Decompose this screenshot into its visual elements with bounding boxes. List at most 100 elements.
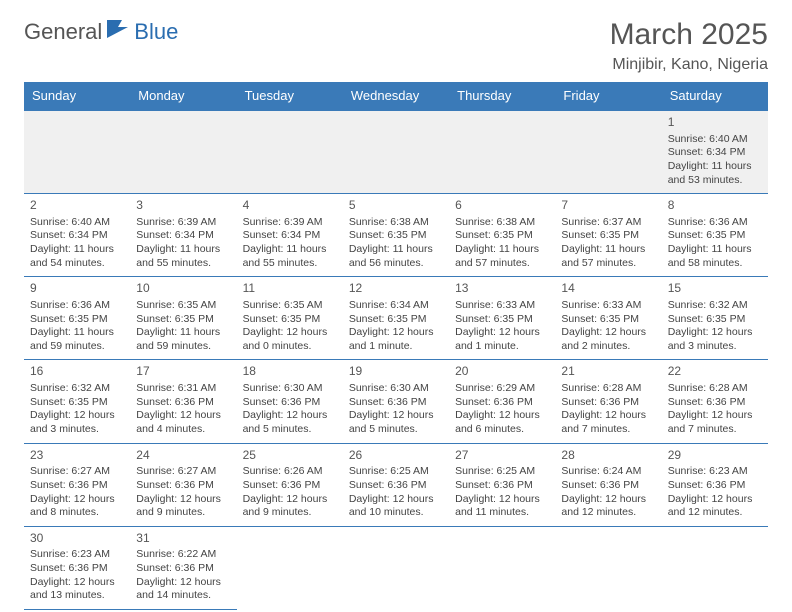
sunset-text: Sunset: 6:36 PM (136, 479, 230, 493)
daylight-text: Daylight: 11 hours and 54 minutes. (30, 243, 124, 270)
sunrise-text: Sunrise: 6:28 AM (561, 382, 655, 396)
sunset-text: Sunset: 6:35 PM (136, 313, 230, 327)
sunset-text: Sunset: 6:34 PM (668, 146, 762, 160)
title-block: March 2025 Minjibir, Kano, Nigeria (610, 18, 768, 74)
sunset-text: Sunset: 6:36 PM (136, 396, 230, 410)
calendar-cell: 21Sunrise: 6:28 AMSunset: 6:36 PMDayligh… (555, 360, 661, 443)
day-number: 11 (243, 281, 337, 297)
day-number: 12 (349, 281, 443, 297)
sunrise-text: Sunrise: 6:24 AM (561, 465, 655, 479)
calendar-cell: 31Sunrise: 6:22 AMSunset: 6:36 PMDayligh… (130, 526, 236, 609)
sunrise-text: Sunrise: 6:38 AM (349, 216, 443, 230)
day-number: 13 (455, 281, 549, 297)
daylight-text: Daylight: 12 hours and 2 minutes. (561, 326, 655, 353)
calendar-cell: 30Sunrise: 6:23 AMSunset: 6:36 PMDayligh… (24, 526, 130, 609)
day-number: 2 (30, 198, 124, 214)
calendar-cell: 6Sunrise: 6:38 AMSunset: 6:35 PMDaylight… (449, 194, 555, 277)
daylight-text: Daylight: 12 hours and 7 minutes. (561, 409, 655, 436)
calendar-cell: 29Sunrise: 6:23 AMSunset: 6:36 PMDayligh… (662, 443, 768, 526)
calendar-cell: 27Sunrise: 6:25 AMSunset: 6:36 PMDayligh… (449, 443, 555, 526)
calendar-row: 23Sunrise: 6:27 AMSunset: 6:36 PMDayligh… (24, 443, 768, 526)
day-number: 10 (136, 281, 230, 297)
sunrise-text: Sunrise: 6:23 AM (668, 465, 762, 479)
sunset-text: Sunset: 6:36 PM (561, 479, 655, 493)
sunset-text: Sunset: 6:34 PM (136, 229, 230, 243)
sunrise-text: Sunrise: 6:40 AM (30, 216, 124, 230)
sunset-text: Sunset: 6:36 PM (136, 562, 230, 576)
weekday-header: Tuesday (237, 82, 343, 110)
day-number: 18 (243, 364, 337, 380)
sunrise-text: Sunrise: 6:33 AM (561, 299, 655, 313)
sunset-text: Sunset: 6:36 PM (30, 562, 124, 576)
sunrise-text: Sunrise: 6:39 AM (136, 216, 230, 230)
sunrise-text: Sunrise: 6:32 AM (30, 382, 124, 396)
day-number: 16 (30, 364, 124, 380)
sunrise-text: Sunrise: 6:31 AM (136, 382, 230, 396)
day-number: 27 (455, 448, 549, 464)
location-text: Minjibir, Kano, Nigeria (610, 56, 768, 74)
calendar-cell: 24Sunrise: 6:27 AMSunset: 6:36 PMDayligh… (130, 443, 236, 526)
weekday-header: Friday (555, 82, 661, 110)
day-number: 24 (136, 448, 230, 464)
daylight-text: Daylight: 11 hours and 55 minutes. (243, 243, 337, 270)
calendar-row: 30Sunrise: 6:23 AMSunset: 6:36 PMDayligh… (24, 526, 768, 609)
sunset-text: Sunset: 6:35 PM (668, 313, 762, 327)
daylight-text: Daylight: 11 hours and 57 minutes. (455, 243, 549, 270)
sunrise-text: Sunrise: 6:38 AM (455, 216, 549, 230)
calendar-cell: 12Sunrise: 6:34 AMSunset: 6:35 PMDayligh… (343, 277, 449, 360)
daylight-text: Daylight: 11 hours and 59 minutes. (30, 326, 124, 353)
sunset-text: Sunset: 6:35 PM (30, 396, 124, 410)
daylight-text: Daylight: 12 hours and 12 minutes. (668, 493, 762, 520)
flag-icon (106, 18, 132, 45)
calendar-cell (343, 526, 449, 609)
day-number: 4 (243, 198, 337, 214)
calendar-table: Sunday Monday Tuesday Wednesday Thursday… (24, 82, 768, 610)
calendar-cell (343, 110, 449, 194)
calendar-cell: 16Sunrise: 6:32 AMSunset: 6:35 PMDayligh… (24, 360, 130, 443)
weekday-header-row: Sunday Monday Tuesday Wednesday Thursday… (24, 82, 768, 110)
calendar-cell: 5Sunrise: 6:38 AMSunset: 6:35 PMDaylight… (343, 194, 449, 277)
calendar-cell: 20Sunrise: 6:29 AMSunset: 6:36 PMDayligh… (449, 360, 555, 443)
daylight-text: Daylight: 11 hours and 57 minutes. (561, 243, 655, 270)
sunrise-text: Sunrise: 6:27 AM (30, 465, 124, 479)
weekday-header: Sunday (24, 82, 130, 110)
calendar-cell: 19Sunrise: 6:30 AMSunset: 6:36 PMDayligh… (343, 360, 449, 443)
calendar-cell (237, 526, 343, 609)
day-number: 31 (136, 531, 230, 547)
daylight-text: Daylight: 12 hours and 9 minutes. (243, 493, 337, 520)
sunset-text: Sunset: 6:36 PM (561, 396, 655, 410)
sunrise-text: Sunrise: 6:29 AM (455, 382, 549, 396)
day-number: 26 (349, 448, 443, 464)
calendar-cell (130, 110, 236, 194)
calendar-cell: 4Sunrise: 6:39 AMSunset: 6:34 PMDaylight… (237, 194, 343, 277)
calendar-cell: 22Sunrise: 6:28 AMSunset: 6:36 PMDayligh… (662, 360, 768, 443)
sunset-text: Sunset: 6:35 PM (561, 313, 655, 327)
calendar-row: 2 Sunrise: 6:40 AM Sunset: 6:34 PM Daylight… (24, 194, 768, 277)
sunrise-text: Sunrise: 6:39 AM (243, 216, 337, 230)
sunset-text: Sunset: 6:36 PM (668, 396, 762, 410)
day-number: 15 (668, 281, 762, 297)
calendar-cell (449, 110, 555, 194)
weekday-header: Wednesday (343, 82, 449, 110)
daylight-text: Daylight: 12 hours and 10 minutes. (349, 493, 443, 520)
daylight-text: Daylight: 12 hours and 13 minutes. (30, 576, 124, 603)
day-number: 29 (668, 448, 762, 464)
sunrise-text: Sunrise: 6:36 AM (30, 299, 124, 313)
day-number: 22 (668, 364, 762, 380)
day-number: 8 (668, 198, 762, 214)
logo-text-blue: Blue (134, 19, 178, 45)
daylight-text: Daylight: 12 hours and 14 minutes. (136, 576, 230, 603)
month-title: March 2025 (610, 18, 768, 52)
daylight-text: Daylight: 12 hours and 12 minutes. (561, 493, 655, 520)
sunrise-text: Sunrise: 6:33 AM (455, 299, 549, 313)
sunrise-text: Sunrise: 6:27 AM (136, 465, 230, 479)
day-number: 5 (349, 198, 443, 214)
calendar-cell (555, 110, 661, 194)
sunset-text: Sunset: 6:36 PM (455, 396, 549, 410)
sunset-text: Sunset: 6:36 PM (349, 396, 443, 410)
calendar-row: 9Sunrise: 6:36 AMSunset: 6:35 PMDaylight… (24, 277, 768, 360)
daylight-text: Daylight: 11 hours and 58 minutes. (668, 243, 762, 270)
day-number: 6 (455, 198, 549, 214)
sunrise-text: Sunrise: 6:35 AM (243, 299, 337, 313)
sunrise-text: Sunrise: 6:35 AM (136, 299, 230, 313)
